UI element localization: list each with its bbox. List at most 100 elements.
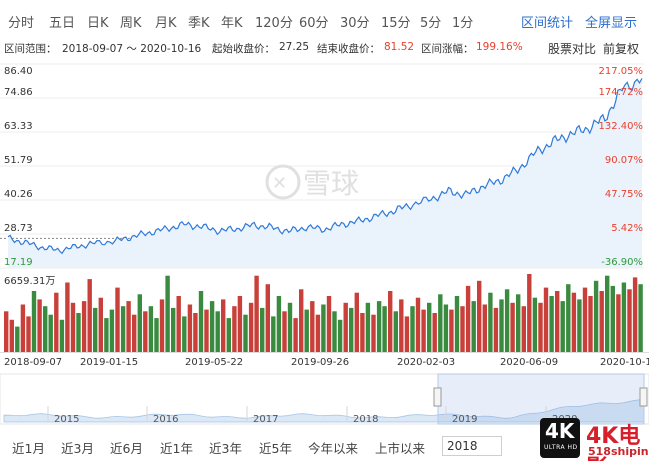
volume-bar: [616, 294, 621, 352]
x-tick-label: 2019-01-15: [80, 357, 138, 368]
site-watermark-badge-text: 4K: [545, 419, 575, 443]
volume-bar: [59, 319, 65, 352]
tab-intraday[interactable]: 分时: [8, 16, 35, 31]
price-tick-label: 28.73: [4, 223, 33, 234]
volume-bar: [521, 306, 526, 352]
price-line: [7, 78, 643, 255]
volume-bar: [132, 314, 137, 352]
x-tick-label: 2020-10-16: [600, 357, 649, 368]
range-5y-button[interactable]: 近5年: [259, 441, 292, 456]
tab-120min[interactable]: 120分: [255, 16, 293, 31]
fullscreen-button[interactable]: 全屏显示: [585, 16, 638, 31]
tab-30min[interactable]: 30分: [340, 16, 370, 31]
volume-bar: [315, 314, 321, 352]
tab-five-day[interactable]: 五日: [49, 16, 76, 31]
volume-bar: [337, 319, 343, 352]
volume-bar: [276, 296, 282, 352]
watermark-brand: 雪球: [303, 167, 359, 200]
volume-bar: [299, 289, 304, 352]
volume-bar: [555, 291, 560, 352]
volume-bar: [477, 280, 482, 352]
volume-bar: [271, 316, 276, 352]
volume-bar: [360, 313, 365, 352]
range-3y-button[interactable]: 近3年: [209, 441, 242, 456]
price-tick-label: 17.19: [4, 257, 33, 268]
volume-bar: [20, 304, 26, 352]
tab-quarterly-k[interactable]: 季K: [188, 16, 210, 31]
interval-stats-button[interactable]: 区间统计: [521, 16, 574, 31]
navigator-right-handle: [639, 387, 648, 407]
volume-bar: [31, 291, 37, 352]
volume-bar: [48, 314, 53, 352]
volume-bar: [87, 279, 92, 352]
range-1y-button[interactable]: 近1年: [160, 441, 193, 456]
volume-bar: [115, 287, 120, 352]
volume-bar: [15, 326, 20, 352]
volume-bar: [365, 302, 371, 352]
navigator-tick-label: 2019: [452, 414, 477, 425]
range-1m-button[interactable]: 近1月: [12, 441, 45, 456]
start-date-input[interactable]: 2018: [442, 436, 502, 456]
pct-tick-label: 47.75%: [605, 189, 643, 200]
pct-tick-label: 132.40%: [599, 121, 644, 132]
volume-bar: [382, 306, 387, 352]
navigator-tick-label: 2018: [353, 414, 378, 425]
volume-bar: [243, 314, 248, 352]
tab-5min[interactable]: 5分: [420, 16, 442, 31]
compare-button[interactable]: 股票对比: [548, 42, 597, 56]
volume-bar: [343, 302, 348, 352]
range-label: 区间范围：: [4, 43, 57, 55]
price-tick-label: 40.26: [4, 189, 33, 200]
volume-bar: [70, 302, 76, 352]
tab-weekly-k[interactable]: 周K: [120, 16, 142, 31]
tab-60min[interactable]: 60分: [299, 16, 329, 31]
volume-bar: [332, 311, 337, 352]
tab-yearly-k[interactable]: 年K: [221, 16, 243, 31]
volume-bar: [549, 296, 554, 352]
volume-bar: [465, 285, 471, 352]
volume-bar: [9, 319, 14, 352]
navigator-left-handle: [433, 387, 442, 407]
volume-bar: [287, 302, 293, 352]
volume-bar: [471, 301, 476, 352]
range-ytd-button[interactable]: 今年以来: [308, 441, 359, 456]
volume-bar: [43, 306, 48, 352]
volume-bar: [76, 313, 81, 352]
volume-bar: [159, 299, 165, 352]
volume-bar: [376, 301, 382, 352]
volume-bar: [543, 287, 549, 352]
stock-chart[interactable]: ✕ 雪球 86.40 74.86 63.33 51.79 40.26 28.73 17.19…: [0, 56, 649, 434]
adjust-button[interactable]: 前复权: [603, 42, 640, 56]
volume-bar: [165, 275, 170, 352]
volume-bar: [482, 304, 487, 352]
range-since-ipo-button[interactable]: 上市以来: [375, 441, 426, 456]
volume-bar: [126, 301, 131, 352]
volume-bar: [260, 307, 265, 352]
volume-bar: [605, 275, 610, 352]
volume-bar: [454, 296, 460, 352]
pct-tick-label: 5.42%: [611, 223, 643, 234]
tab-15min[interactable]: 15分: [381, 16, 411, 31]
volume-bar: [349, 307, 354, 352]
volume-bar: [304, 309, 309, 352]
volume-bar: [632, 277, 638, 352]
tab-1min[interactable]: 1分: [452, 16, 474, 31]
volume-bar: [104, 318, 109, 352]
volume-bar: [143, 311, 148, 352]
volume-bar: [577, 299, 582, 352]
volume-bar: [176, 296, 181, 352]
volume-bar: [209, 301, 215, 352]
range-6m-button[interactable]: 近6月: [110, 441, 143, 456]
tab-monthly-k[interactable]: 月K: [155, 16, 177, 31]
volume-bar: [98, 297, 103, 352]
price-tick-label: 86.40: [4, 66, 33, 77]
tab-daily-k[interactable]: 日K: [87, 16, 109, 31]
site-watermark-text: 4K电影: [586, 424, 641, 461]
volume-bar: [198, 291, 204, 352]
volume-bar: [638, 284, 643, 352]
volume-bar: [137, 294, 142, 352]
volume-bar: [310, 301, 315, 352]
volume-bar: [532, 297, 538, 352]
volume-bar: [226, 318, 231, 352]
range-3m-button[interactable]: 近3月: [61, 441, 94, 456]
